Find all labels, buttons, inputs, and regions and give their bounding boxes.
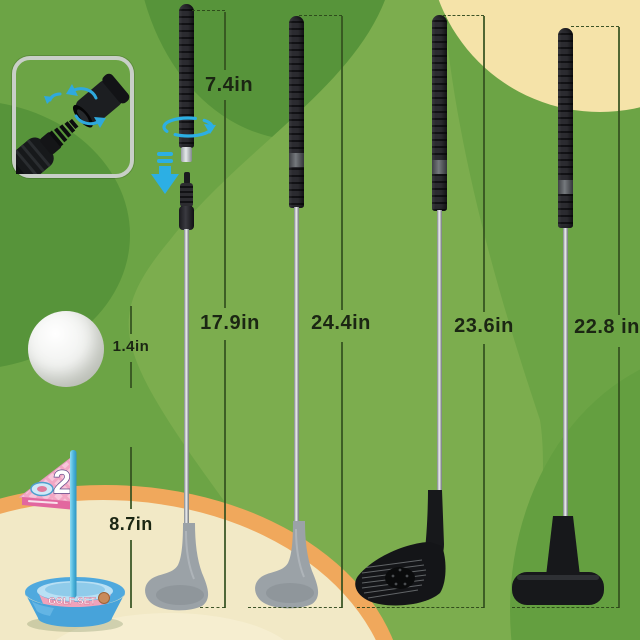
insert-down-arrow-icon (151, 152, 179, 194)
rotate-arrow-icon (72, 87, 100, 126)
measure-dash-club3-top (443, 15, 484, 16)
club-3-grip-band (432, 160, 447, 174)
club-2-head-chipper (255, 521, 319, 609)
cup-sticker-logo (98, 592, 110, 604)
club-1-connector-threads (180, 183, 193, 207)
measure-line-club4 (618, 27, 620, 315)
measure-line-club2 (341, 16, 343, 310)
club-2-grip-band (289, 153, 304, 167)
measure-line-club3 (483, 344, 485, 608)
club-4-grip (558, 28, 573, 228)
club-1-head-chipper (145, 523, 209, 611)
measure-dash-club1-top (192, 10, 225, 11)
club-1-grip (179, 4, 194, 148)
background-cream-circle (438, 0, 640, 112)
club-2-shaft (294, 207, 299, 529)
club-3-head-iron (355, 490, 446, 606)
club-4-shaft (563, 228, 568, 523)
measure-line-club1 (224, 340, 226, 608)
ball-diameter-label: 1.4in (112, 338, 150, 355)
measure-dash-club2-top (299, 15, 342, 16)
club-4-head-putter (512, 516, 604, 605)
cup-body (25, 593, 125, 627)
club-1-shaft (184, 229, 189, 529)
club3-length-label: 23.6in (454, 315, 514, 337)
measure-line-club4 (618, 347, 620, 608)
flag-and-cup: 2 GOLF SET (18, 450, 125, 632)
club-1-connector-tip (184, 172, 190, 184)
measure-line-ball (130, 362, 132, 388)
flag-number: 2 (53, 464, 71, 500)
measure-line-flag (130, 447, 132, 509)
club4-length-label: 22.8 in (574, 316, 640, 338)
measure-dash-club4-bottom (512, 607, 619, 608)
measure-line-club2 (341, 342, 343, 608)
flag-banner (22, 497, 76, 510)
connector-detail-inset (4, 56, 134, 185)
measure-line-club1 (224, 12, 226, 70)
club-3-grip (432, 15, 447, 211)
club-1-connector-body (179, 206, 194, 230)
club1-length-label: 17.9in (200, 312, 260, 334)
flag-pole (70, 450, 77, 598)
club-4-grip-band (558, 180, 573, 194)
cup-sticker-text: GOLF SET (48, 596, 96, 607)
flag-height-label: 8.7in (109, 514, 153, 534)
rotate-arrow-icon (162, 116, 216, 138)
measure-line-club3 (483, 16, 485, 312)
measure-dash-club2-bottom (248, 607, 342, 608)
sand-bunker-highlight (56, 613, 284, 640)
measure-dash-club4-top (571, 26, 619, 27)
measure-line-ball (130, 306, 132, 334)
measure-line-flag (130, 540, 132, 608)
club-1-ferrule (181, 147, 192, 162)
screw-connector-icon (4, 73, 130, 185)
golf-ball (28, 311, 104, 387)
measure-line-club1 (224, 100, 226, 308)
grip-length-label: 7.4in (204, 74, 254, 96)
club-3-shaft (437, 210, 442, 493)
club2-length-label: 24.4in (311, 312, 371, 334)
measure-dash-club3-bottom (357, 607, 484, 608)
measure-dash-club1-bottom (200, 607, 225, 608)
club-2-grip (289, 16, 304, 208)
